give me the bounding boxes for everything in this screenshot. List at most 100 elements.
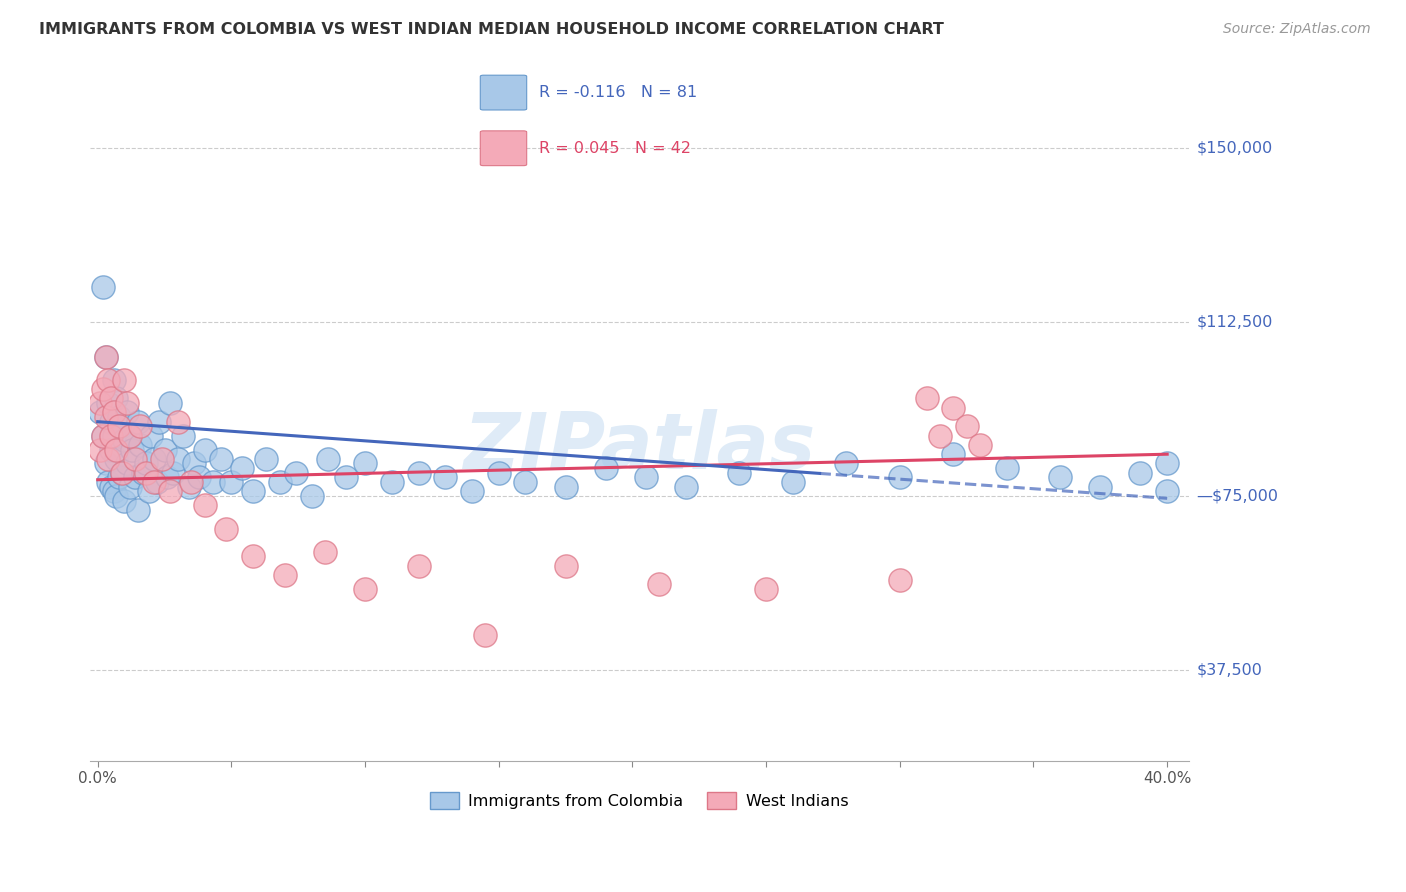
Point <box>554 480 576 494</box>
Point <box>159 484 181 499</box>
Point <box>242 549 264 564</box>
Text: $150,000: $150,000 <box>1197 140 1272 155</box>
Point <box>129 419 152 434</box>
Point <box>148 415 170 429</box>
Point <box>138 484 160 499</box>
Text: —$75,000: —$75,000 <box>1197 489 1278 503</box>
Point <box>115 457 138 471</box>
Point <box>188 470 211 484</box>
Point <box>172 428 194 442</box>
Point <box>89 396 111 410</box>
Point <box>194 442 217 457</box>
Point <box>995 461 1018 475</box>
Point <box>100 392 122 406</box>
Point <box>554 558 576 573</box>
Point <box>209 451 232 466</box>
Point <box>284 466 307 480</box>
Text: R = 0.045   N = 42: R = 0.045 N = 42 <box>538 141 692 156</box>
Point <box>194 498 217 512</box>
Point <box>153 442 176 457</box>
Point <box>91 382 114 396</box>
Text: R = -0.116   N = 81: R = -0.116 N = 81 <box>538 85 697 100</box>
Point <box>180 475 202 489</box>
Text: $37,500: $37,500 <box>1197 663 1263 678</box>
Point <box>728 466 751 480</box>
Point <box>114 434 136 448</box>
Point <box>118 428 141 442</box>
Point <box>100 480 122 494</box>
Point <box>254 451 277 466</box>
Point <box>929 428 952 442</box>
Point <box>124 451 146 466</box>
Point <box>915 392 938 406</box>
Point <box>94 457 117 471</box>
Point <box>274 568 297 582</box>
Point <box>100 442 122 457</box>
Point <box>100 428 122 442</box>
Point <box>97 373 120 387</box>
Point <box>108 470 131 484</box>
Point <box>1049 470 1071 484</box>
Point <box>221 475 243 489</box>
Point <box>100 415 122 429</box>
Point <box>97 451 120 466</box>
Point <box>269 475 291 489</box>
Point <box>94 350 117 364</box>
Point <box>167 415 190 429</box>
Point <box>114 373 136 387</box>
Point <box>121 442 143 457</box>
Point <box>115 405 138 419</box>
Text: ZIPatlas: ZIPatlas <box>463 409 815 485</box>
Point <box>316 451 339 466</box>
Point <box>782 475 804 489</box>
Point <box>127 415 149 429</box>
Point <box>835 457 858 471</box>
Point <box>956 419 979 434</box>
Point <box>215 521 238 535</box>
Point <box>488 466 510 480</box>
Point <box>156 470 179 484</box>
Point <box>381 475 404 489</box>
Point <box>889 573 911 587</box>
Point <box>1156 457 1178 471</box>
Text: IMMIGRANTS FROM COLOMBIA VS WEST INDIAN MEDIAN HOUSEHOLD INCOME CORRELATION CHAR: IMMIGRANTS FROM COLOMBIA VS WEST INDIAN … <box>39 22 945 37</box>
Point <box>942 447 965 461</box>
Point <box>89 405 111 419</box>
Point <box>167 451 190 466</box>
Point <box>201 475 224 489</box>
Point <box>162 466 184 480</box>
Point <box>145 475 167 489</box>
FancyBboxPatch shape <box>481 75 527 110</box>
Point <box>474 628 496 642</box>
Point <box>231 461 253 475</box>
Point <box>114 493 136 508</box>
Point <box>91 428 114 442</box>
Point <box>124 470 146 484</box>
Point <box>103 484 125 499</box>
Point <box>755 582 778 596</box>
Point <box>108 419 131 434</box>
Point <box>183 457 205 471</box>
Point <box>111 466 134 480</box>
Point <box>103 373 125 387</box>
Point <box>301 489 323 503</box>
Point <box>969 438 991 452</box>
Point <box>354 582 377 596</box>
Point <box>118 480 141 494</box>
Point <box>150 451 173 466</box>
Point <box>434 470 457 484</box>
Text: Source: ZipAtlas.com: Source: ZipAtlas.com <box>1223 22 1371 37</box>
FancyBboxPatch shape <box>481 131 527 166</box>
Point <box>118 428 141 442</box>
Point <box>648 577 671 591</box>
Point <box>408 466 430 480</box>
Point <box>515 475 537 489</box>
Point <box>142 451 165 466</box>
Point <box>91 428 114 442</box>
Point <box>97 475 120 489</box>
Point <box>1090 480 1112 494</box>
Point <box>675 480 697 494</box>
Point <box>91 280 114 294</box>
Point <box>634 470 657 484</box>
Point <box>595 461 617 475</box>
